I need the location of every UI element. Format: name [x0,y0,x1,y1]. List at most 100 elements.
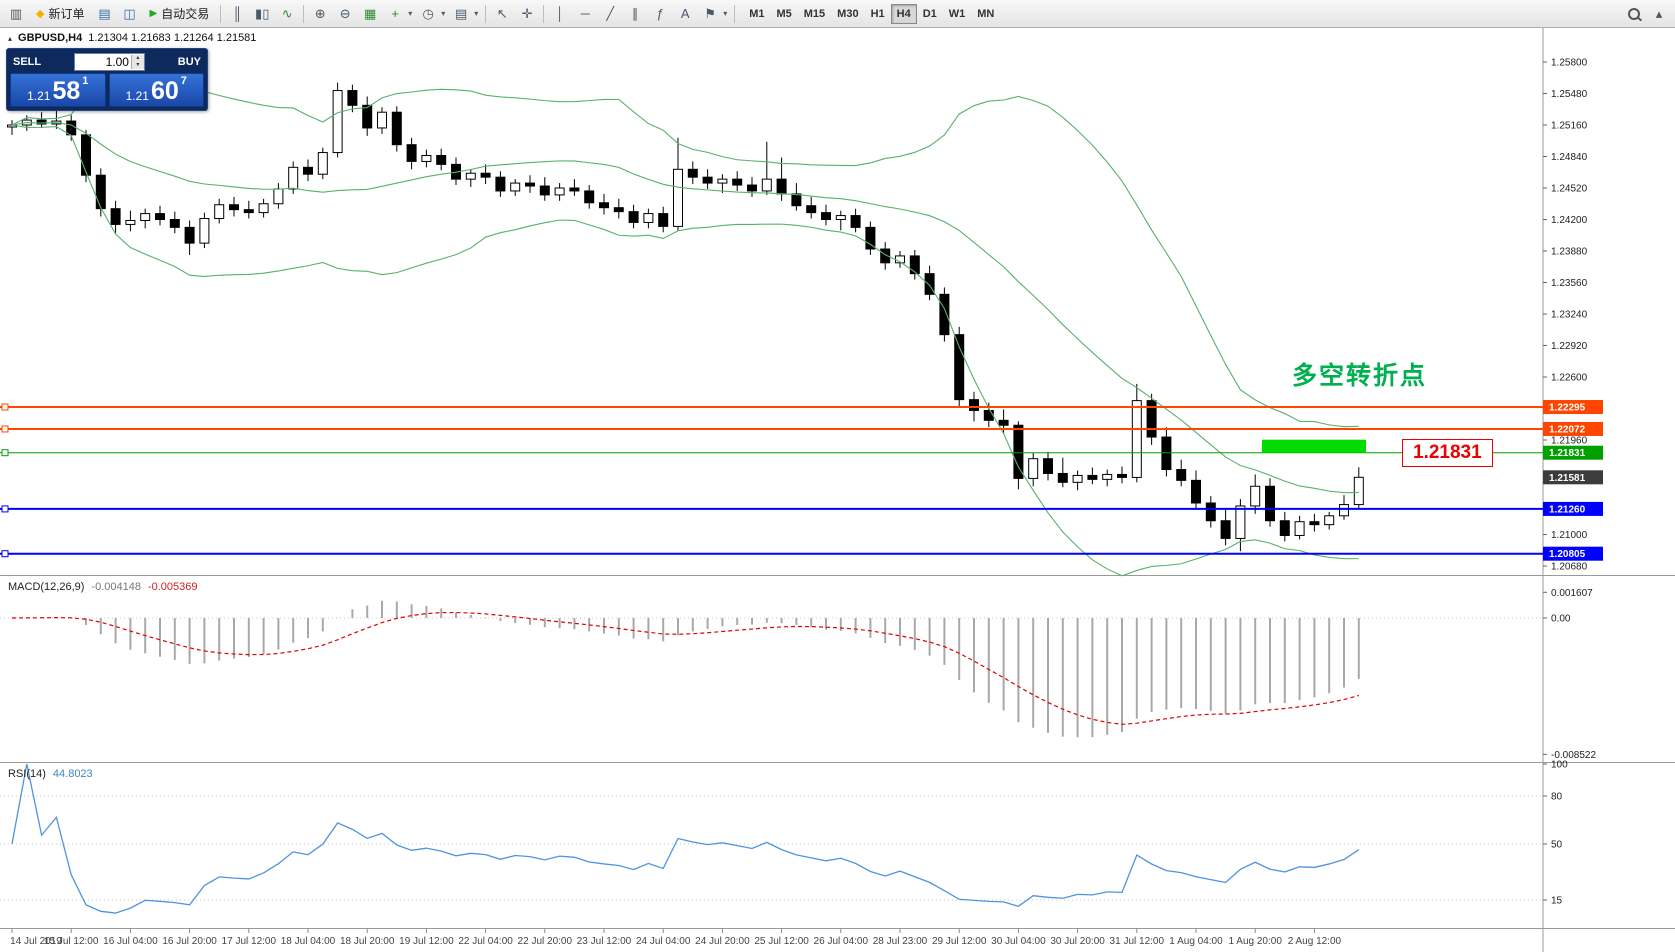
svg-text:-0.008522: -0.008522 [1551,750,1596,761]
templates-dropdown-icon[interactable]: ▾ [474,9,479,18]
volume-input[interactable] [74,54,131,69]
svg-text:1.21831: 1.21831 [1549,448,1586,459]
svg-text:1.22600: 1.22600 [1551,373,1588,384]
svg-text:31 Jul 12:00: 31 Jul 12:00 [1110,936,1165,947]
svg-text:19 Jul 12:00: 19 Jul 12:00 [399,936,454,947]
timeframe-m1[interactable]: M1 [743,4,770,24]
trendline-icon[interactable]: ╱ [606,5,615,21]
symbol-marker-icon: ▴ [8,33,13,43]
svg-text:50: 50 [1551,840,1563,851]
symbol-line: ▴ GBPUSD,H4 1.21304 1.21683 1.21264 1.21… [8,32,256,44]
svg-text:26 Jul 04:00: 26 Jul 04:00 [814,936,869,947]
indicators-icon[interactable]: + [391,6,399,21]
timeframe-m30[interactable]: M30 [831,4,864,24]
buy-button[interactable]: 1.21 60 7 [108,73,204,107]
volume-up-icon[interactable]: ▴ [136,54,140,61]
search-glass-icon [1628,7,1640,20]
horizontal-line-icon[interactable]: ─ [580,6,590,21]
buy-price-sup: 7 [180,75,187,87]
bar-chart-icon[interactable]: ║ [232,6,242,21]
svg-text:1.20805: 1.20805 [1549,549,1586,560]
svg-text:28 Jul 23:00: 28 Jul 23:00 [873,936,928,947]
macd-signal-value: -0.005369 [147,581,198,593]
line-chart-icon[interactable]: ∿ [281,5,293,21]
svg-text:1.24840: 1.24840 [1551,152,1588,163]
candlestick-chart-icon[interactable]: ▮▯ [255,5,270,21]
chart-annotation: 多空转折点 [1292,362,1428,390]
buy-label: BUY [177,55,201,68]
rsi-label: RSI(14) 44.8023 [8,768,93,780]
macd-name: MACD(12,26,9) [8,581,85,593]
tile-windows-icon[interactable]: ▦ [364,5,377,21]
svg-text:14 Jul 2019: 14 Jul 2019 [10,936,62,947]
svg-text:1 Aug 04:00: 1 Aug 04:00 [1169,936,1223,947]
timeframe-h1[interactable]: H1 [865,4,891,24]
macd-label: MACD(12,26,9) -0.004148 -0.005369 [8,581,198,593]
toolbar-separator [303,4,305,23]
new-chart-icon[interactable]: ▥ [9,5,23,21]
svg-text:100: 100 [1551,760,1568,771]
svg-text:2 Aug 12:00: 2 Aug 12:00 [1288,936,1342,947]
svg-text:22 Jul 04:00: 22 Jul 04:00 [458,936,513,947]
timeframe-w1[interactable]: W1 [943,4,972,24]
sell-button[interactable]: 1.21 58 1 [10,73,106,107]
indicators-dropdown-icon[interactable]: ▾ [408,9,413,18]
svg-text:30 Jul 20:00: 30 Jul 20:00 [1050,936,1105,947]
svg-text:80: 80 [1551,792,1563,803]
toolbar-collapse-icon[interactable]: ▴ [1655,5,1663,21]
zoom-out-icon[interactable]: ⊖ [339,5,351,21]
autotrading-label: 自动交易 [161,7,210,21]
svg-text:1.22072: 1.22072 [1549,424,1586,435]
timeframe-group: M1 M5 M15 M30 H1 H4 D1 W1 MN [743,3,1000,24]
svg-text:17 Jul 12:00: 17 Jul 12:00 [222,936,277,947]
svg-text:1 Aug 20:00: 1 Aug 20:00 [1229,936,1283,947]
timeframe-mn[interactable]: MN [971,4,1000,24]
svg-text:16 Jul 20:00: 16 Jul 20:00 [162,936,217,947]
svg-text:29 Jul 12:00: 29 Jul 12:00 [932,936,987,947]
data-window-icon[interactable]: ◫ [123,5,136,21]
svg-text:1.22295: 1.22295 [1549,403,1586,414]
svg-text:1.21260: 1.21260 [1549,504,1586,515]
timeframe-d1[interactable]: D1 [917,4,943,24]
timeframe-m15[interactable]: M15 [798,4,831,24]
svg-text:15 Jul 12:00: 15 Jul 12:00 [44,936,99,947]
autotrading-button[interactable]: ▶ 自动交易 [142,3,216,25]
channel-icon[interactable]: ∥ [631,5,639,21]
svg-text:1.25160: 1.25160 [1551,121,1588,132]
periods-icon[interactable]: ◷ [422,5,434,21]
volume-field: ▴ ▾ [73,52,145,71]
cursor-icon[interactable]: ↖ [496,5,508,21]
search-icon[interactable] [1622,2,1646,26]
new-order-label: 新订单 [48,7,85,21]
volume-spinner: ▴ ▾ [130,54,144,69]
toolbar-separator [485,4,487,23]
svg-text:0.00: 0.00 [1551,614,1571,625]
svg-text:1.23240: 1.23240 [1551,310,1588,321]
toolbar-separator [543,4,545,23]
vertical-line-icon[interactable]: │ [556,6,565,21]
timeframe-m5[interactable]: M5 [770,4,797,24]
crosshair-icon[interactable]: ✛ [521,5,533,21]
svg-text:24 Jul 04:00: 24 Jul 04:00 [636,936,691,947]
label-flag-icon[interactable]: ⚑ [704,5,717,21]
periods-dropdown-icon[interactable]: ▾ [441,9,446,18]
fibonacci-icon[interactable]: ƒ [656,6,664,21]
price-callout: 1.21831 [1402,439,1493,467]
volume-down-icon[interactable]: ▾ [136,61,140,68]
text-tool-icon[interactable]: A [680,6,690,21]
buy-price-prefix: 1.21 [125,89,149,103]
svg-text:1.23880: 1.23880 [1551,247,1588,258]
svg-text:18 Jul 20:00: 18 Jul 20:00 [340,936,395,947]
new-order-button[interactable]: ◆ 新订单 [29,3,91,25]
svg-text:15: 15 [1551,896,1563,907]
shapes-dropdown-icon[interactable]: ▾ [723,9,728,18]
svg-text:23 Jul 12:00: 23 Jul 12:00 [577,936,632,947]
rsi-name: RSI(14) [8,768,46,780]
zoom-in-icon[interactable]: ⊕ [314,5,326,21]
timeframe-h4[interactable]: H4 [890,3,917,24]
svg-text:1.20680: 1.20680 [1551,562,1588,573]
one-click-panel: SELL ▴ ▾ BUY 1.21 58 1 1.21 60 7 [6,48,208,111]
templates-icon[interactable]: ▤ [455,5,468,21]
charts-profile-icon[interactable]: ▤ [98,5,111,21]
